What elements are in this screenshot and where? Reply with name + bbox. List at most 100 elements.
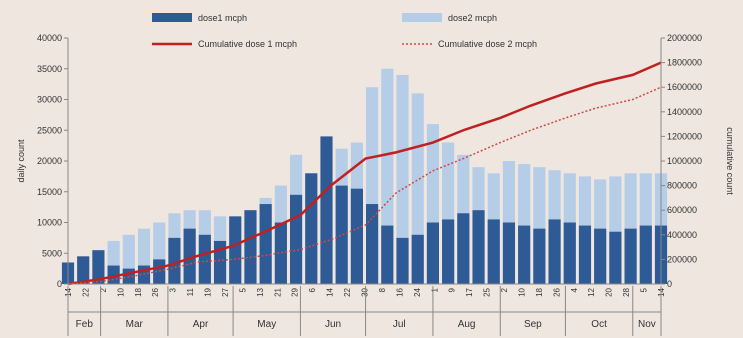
x-tick-label: 19 (204, 287, 213, 296)
y-tick-label: 15000 (37, 187, 62, 197)
dose1-bar (320, 136, 333, 284)
month-label: Apr (193, 319, 209, 330)
dose1-bar (350, 188, 363, 284)
y2-tick-label: 2000000 (667, 33, 702, 43)
x-tick-label: 9 (448, 287, 457, 292)
x-tick-label: 10 (517, 287, 526, 296)
dose1-bar (594, 228, 607, 284)
x-tick-label: 30 (361, 287, 370, 296)
x-tick-label: 12 (587, 287, 596, 296)
x-tick-label: 28 (622, 287, 631, 296)
dose1-bar (426, 222, 439, 284)
y-tick-label: 20000 (37, 156, 62, 166)
legend-label-cum1: Cumulative dose 1 mcph (198, 39, 297, 49)
dose1-bar (77, 256, 90, 284)
dose1-bar (472, 210, 485, 284)
x-tick-label: 18 (134, 287, 143, 296)
dose1-bar (229, 216, 242, 284)
y2-tick-label: 200000 (667, 254, 697, 264)
dose1-bar (396, 237, 409, 285)
y2-tick-label: 800000 (667, 181, 697, 191)
legend-swatch-dose2 (402, 13, 442, 22)
month-label: May (257, 319, 276, 330)
dose1-bar (578, 225, 592, 284)
dose1-bar (305, 173, 318, 284)
y-tick-label: 25000 (37, 125, 62, 135)
x-tick-label: 8 (378, 287, 387, 292)
x-tick-label: 18 (535, 287, 544, 296)
legend-label-dose1: dose1 mcph (198, 13, 247, 23)
month-label: Jul (393, 319, 406, 330)
x-tick-label: 16 (395, 287, 404, 296)
x-tick-label: 29 (291, 287, 300, 296)
dose1-bar (548, 219, 561, 284)
x-tick-label: 13 (256, 287, 265, 296)
month-label: Jun (325, 319, 341, 330)
dose1-bar (624, 228, 637, 284)
dose1-bar (442, 219, 455, 284)
y2-tick-label: 1200000 (667, 131, 702, 141)
x-axis-month-labels: Feb Mar Apr May Jun Jul Aug Sep Oct Nov (67, 286, 662, 336)
x-tick-label: 20 (605, 287, 614, 296)
dose1-bar (563, 222, 576, 284)
x-tick-label: 1 (430, 287, 439, 292)
y2-axis-label: cumulative count (725, 127, 735, 195)
legend-swatch-dose1 (152, 13, 192, 22)
x-tick-label: 14 (326, 287, 335, 296)
y-tick-label: 35000 (37, 64, 62, 74)
dose1-bar (411, 234, 424, 284)
x-tick-label: 24 (413, 287, 422, 296)
y-tick-label: 5000 (42, 248, 62, 258)
y-tick-label: 0 (57, 279, 62, 289)
dose1-bar (518, 225, 531, 284)
y2-tick-label: 1600000 (667, 82, 702, 92)
y2-tick-label: 1400000 (667, 107, 702, 117)
x-tick-label: 2 (500, 287, 509, 292)
x-tick-label: 26 (552, 287, 561, 296)
dose1-bar (609, 231, 622, 284)
month-label: Feb (76, 319, 94, 330)
legend: dose1 mcph dose2 mcph Cumulative dose 1 … (152, 13, 537, 49)
dose1-bar (183, 228, 196, 284)
x-tick-label: 22 (343, 287, 352, 296)
cum2-line (67, 86, 662, 285)
y-axis-label: daily count (16, 139, 26, 183)
dose1-bar (639, 225, 652, 284)
x-tick-label: 27 (221, 287, 230, 296)
y-tick-label: 30000 (37, 95, 62, 105)
y-tick-label: 40000 (37, 33, 62, 43)
x-tick-label: 22 (81, 287, 90, 296)
x-tick-label: 17 (465, 287, 474, 296)
month-label: Sep (524, 319, 542, 330)
y2-tick-label: 0 (667, 279, 672, 289)
dose1-bar (533, 228, 546, 284)
y2-tick-label: 400000 (667, 230, 697, 240)
dose2-bar (396, 74, 409, 285)
dose1-bar (366, 204, 379, 284)
month-label: Aug (458, 319, 476, 330)
dose1-bar (457, 213, 470, 284)
x-tick-label: 21 (273, 287, 282, 296)
dose1-bar (335, 185, 348, 284)
right-axis-ticks: 0 200000 400000 600000 800000 1000000 1200000 1… (661, 33, 702, 289)
dose1-bars (61, 136, 668, 285)
dose1-bar (198, 234, 211, 284)
x-tick-label: 10 (116, 287, 125, 296)
x-tick-label: 3 (169, 287, 178, 292)
dose1-bar (92, 250, 105, 284)
x-tick-label: 4 (570, 287, 579, 292)
y2-tick-label: 600000 (667, 205, 697, 215)
x-tick-label: 11 (186, 287, 195, 296)
month-label: Nov (638, 319, 656, 330)
legend-label-cum2: Cumulative dose 2 mcph (438, 39, 537, 49)
left-axis-ticks: 0 5000 10000 15000 20000 25000 30000 35000 40000 (37, 33, 68, 289)
cumulative-lines (67, 61, 662, 286)
dose1-bar (381, 225, 394, 284)
dose1-bar (289, 194, 303, 284)
month-label: Mar (126, 319, 144, 330)
y-tick-label: 10000 (37, 218, 62, 228)
month-label: Oct (591, 319, 607, 330)
y2-tick-label: 1800000 (667, 58, 702, 68)
dose1-bar (487, 219, 500, 284)
